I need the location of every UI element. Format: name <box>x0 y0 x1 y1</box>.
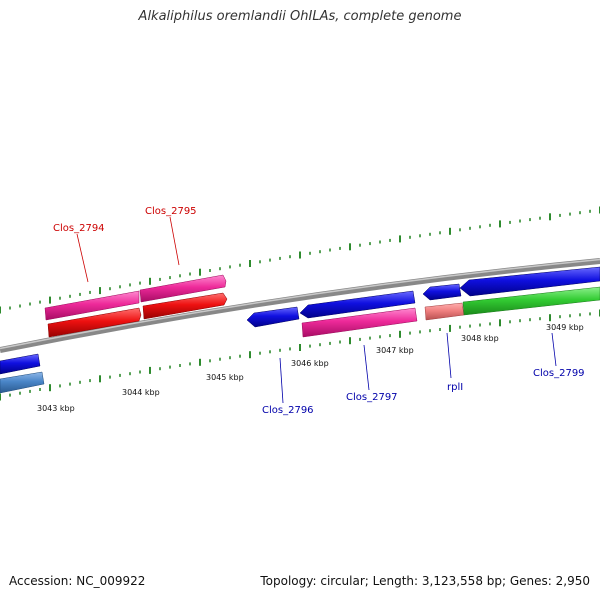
leader-clos-2795 <box>169 216 180 266</box>
gene-arrow-clos-2794-red[interactable] <box>47 307 142 338</box>
gene-label-clos-2796[interactable]: Clos_2796 <box>262 405 314 416</box>
gene-arrow-rpli-blue[interactable] <box>422 283 462 301</box>
genome-summary-text: Topology: circular; Length: 3,123,558 bp… <box>260 574 590 588</box>
leader-rpli <box>446 332 452 379</box>
gene-arrow-clos-2799-blue[interactable] <box>459 266 600 297</box>
gene-arrow-left-edge-steel[interactable] <box>0 371 45 394</box>
gene-arrow-clos-2797-blue[interactable] <box>299 290 416 319</box>
gene-arrow-rpli-salmon[interactable] <box>424 302 465 321</box>
scale-label-3048: 3048 kbp <box>461 334 499 343</box>
gene-arrow-clos-2795-pink[interactable] <box>139 274 227 303</box>
gene-arrow-left-edge-blue[interactable] <box>0 353 41 375</box>
scale-label-3044: 3044 kbp <box>122 388 160 397</box>
accession-text: Accession: NC_009922 <box>9 574 146 588</box>
gene-label-rpli[interactable]: rplI <box>447 382 463 393</box>
gene-label-clos-2799[interactable]: Clos_2799 <box>533 368 585 379</box>
genome-backbone-highlight <box>0 258 600 350</box>
gene-label-clos-2794[interactable]: Clos_2794 <box>53 223 105 234</box>
scale-label-3046: 3046 kbp <box>291 359 329 368</box>
leader-clos-2799 <box>551 332 557 367</box>
gene-arrow-clos-2795-red[interactable] <box>142 292 228 320</box>
map-title: Alkaliphilus oremlandii OhILAs, complete… <box>138 9 462 24</box>
scale-label-3049: 3049 kbp <box>546 323 584 332</box>
scale-label-3043: 3043 kbp <box>37 404 75 413</box>
gene-arrow-clos-2799-green[interactable] <box>462 286 600 316</box>
gene-label-clos-2795[interactable]: Clos_2795 <box>145 206 197 217</box>
genome-backbone <box>0 258 600 353</box>
upper-tick-track <box>0 206 600 314</box>
leader-clos-2796 <box>279 357 284 404</box>
gene-arrow-clos-2794-pink[interactable] <box>44 290 140 321</box>
scale-label-3045: 3045 kbp <box>206 373 244 382</box>
gene-label-clos-2797[interactable]: Clos_2797 <box>346 392 398 403</box>
lower-tick-track <box>0 309 600 401</box>
leader-clos-2797 <box>363 344 370 391</box>
leader-clos-2794 <box>76 233 89 283</box>
scale-label-3047: 3047 kbp <box>376 346 414 355</box>
gene-arrow-clos-2797-pink[interactable] <box>301 307 418 338</box>
gene-arrow-clos-2796[interactable] <box>246 306 300 328</box>
